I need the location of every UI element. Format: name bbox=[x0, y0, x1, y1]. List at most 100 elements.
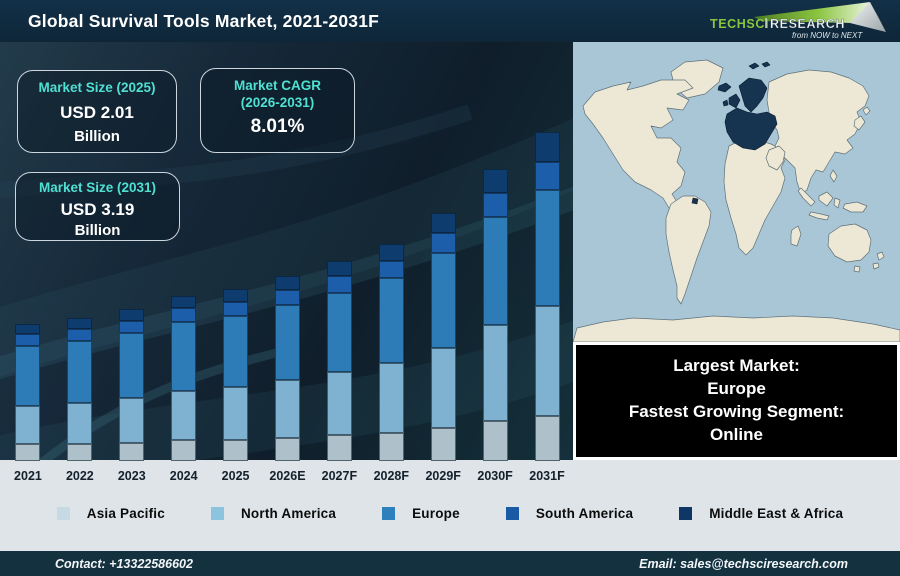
stacked-bar-2024 bbox=[171, 296, 197, 461]
stat-value: USD 3.19 bbox=[60, 199, 135, 219]
stat-value: 8.01% bbox=[250, 115, 305, 137]
legend-label: South America bbox=[535, 505, 634, 521]
bar-segment-europe bbox=[171, 321, 197, 392]
legend-item-south-america: South America bbox=[505, 505, 634, 521]
svg-text:TECHSCI: TECHSCI bbox=[710, 17, 769, 31]
bar-column: 2028F bbox=[365, 42, 417, 488]
year-label: 2024 bbox=[169, 469, 198, 483]
stat-box-market-size-2025: Market Size (2025) USD 2.01 Billion bbox=[17, 70, 177, 153]
stat-unit: Billion bbox=[74, 221, 121, 239]
chart-legend: Asia Pacific North America Europe South Ame… bbox=[0, 498, 900, 528]
legend-swatch-icon bbox=[505, 506, 519, 520]
bar-segment-south-america bbox=[274, 289, 300, 305]
bar-column: 2030F bbox=[469, 42, 521, 488]
bar-segment-europe bbox=[274, 304, 300, 380]
contact-email: Email: sales@techsciresearch.com bbox=[639, 556, 848, 571]
year-label: 2030F bbox=[477, 469, 513, 483]
stat-label: Market Size (2025) bbox=[38, 80, 156, 95]
bar-column: 2027F bbox=[313, 42, 365, 488]
legend-swatch-icon bbox=[382, 506, 396, 520]
year-label: 2027F bbox=[321, 469, 358, 483]
bar-segment-asia-pacific bbox=[274, 437, 300, 461]
bar-column: 2029F bbox=[417, 42, 469, 488]
year-label: 2028F bbox=[373, 469, 410, 483]
bar-segment-north-america bbox=[326, 372, 352, 436]
bar-segment-middle-east-africa bbox=[326, 261, 352, 277]
bar-segment-south-america bbox=[430, 232, 456, 253]
bar-segment-asia-pacific bbox=[482, 421, 508, 461]
bar-segment-south-america bbox=[15, 334, 41, 346]
footer-bar: Contact: +13322586602 Email: sales@techs… bbox=[0, 551, 900, 576]
bar-segment-asia-pacific bbox=[430, 428, 456, 461]
legend-swatch-icon bbox=[210, 506, 224, 520]
legend-item-north-america: North America bbox=[210, 505, 337, 521]
svg-text:RESEARCH: RESEARCH bbox=[770, 17, 845, 31]
bar-segment-europe bbox=[67, 341, 93, 403]
bar-segment-europe bbox=[482, 216, 508, 326]
bar-segment-middle-east-africa bbox=[274, 276, 300, 290]
year-label: 2031F bbox=[529, 469, 565, 483]
stacked-bar-2023 bbox=[119, 309, 145, 461]
bar-segment-europe bbox=[378, 278, 404, 364]
stacked-bar-2031F bbox=[534, 132, 560, 461]
stat-value: USD 2.01 bbox=[60, 102, 134, 122]
year-label: 2022 bbox=[65, 469, 94, 483]
bar-segment-south-america bbox=[378, 261, 404, 279]
bar-segment-middle-east-africa bbox=[430, 213, 456, 233]
bar-column: 2021 bbox=[2, 42, 54, 488]
bar-segment-asia-pacific bbox=[15, 444, 41, 461]
bar-segment-europe bbox=[326, 292, 352, 373]
bar-segment-north-america bbox=[67, 402, 93, 444]
legend-swatch-icon bbox=[679, 506, 693, 520]
stat-unit: Billion bbox=[74, 127, 120, 145]
stat-label-line2: (2026-2031) bbox=[240, 94, 315, 110]
legend-item-asia-pacific: Asia Pacific bbox=[56, 505, 165, 521]
world-map-svg bbox=[572, 42, 900, 343]
year-label: 2026E bbox=[269, 469, 306, 483]
stacked-bar-2028F bbox=[378, 244, 404, 461]
year-label: 2029F bbox=[425, 469, 461, 483]
bar-column: 2025 bbox=[210, 42, 262, 488]
bottom-band bbox=[0, 460, 900, 551]
stacked-bar-2021 bbox=[15, 324, 41, 461]
legend-item-middle-east-africa: Middle East & Africa bbox=[679, 506, 843, 521]
bar-segment-south-america bbox=[482, 192, 508, 217]
bar-segment-europe bbox=[15, 345, 41, 406]
bar-segment-north-america bbox=[534, 306, 560, 416]
bar-segment-north-america bbox=[223, 386, 249, 440]
year-label: 2023 bbox=[117, 469, 146, 483]
bar-segment-south-america bbox=[223, 301, 249, 316]
bar-segment-middle-east-africa bbox=[534, 132, 560, 162]
stat-label: Market Size (2031) bbox=[38, 180, 157, 195]
bar-segment-asia-pacific bbox=[534, 415, 560, 461]
stacked-bar-2027F bbox=[326, 261, 352, 461]
world-map bbox=[572, 42, 900, 343]
bar-segment-europe bbox=[119, 333, 145, 398]
title-bar: Global Survival Tools Market, 2021-2031F… bbox=[0, 0, 900, 42]
bar-segment-asia-pacific bbox=[378, 432, 404, 461]
bar-segment-south-america bbox=[171, 308, 197, 322]
legend-label: Europe bbox=[412, 505, 460, 521]
bar-segment-asia-pacific bbox=[223, 439, 249, 461]
year-label: 2025 bbox=[221, 469, 250, 483]
legend-label: Asia Pacific bbox=[86, 505, 165, 521]
bar-column: 2031F bbox=[521, 42, 573, 488]
bar-segment-north-america bbox=[430, 347, 456, 429]
bar-segment-north-america bbox=[15, 405, 41, 445]
bar-segment-asia-pacific bbox=[67, 443, 93, 461]
stacked-bar-2030F bbox=[482, 169, 508, 461]
bar-segment-north-america bbox=[482, 325, 508, 422]
bar-segment-europe bbox=[430, 252, 456, 348]
legend-label: North America bbox=[240, 505, 337, 521]
largest-market-label: Largest Market: bbox=[673, 356, 800, 376]
stacked-bar-2026E bbox=[274, 276, 300, 461]
stacked-bar-2029F bbox=[430, 213, 456, 461]
stacked-bar-chart: 2021 2022 2023 2024 2025 2026E 2027F 2028F 2029F… bbox=[2, 42, 573, 488]
legend-item-europe: Europe bbox=[382, 506, 460, 521]
bar-segment-north-america bbox=[274, 379, 300, 438]
legend-swatch-icon bbox=[56, 506, 70, 520]
bar-segment-middle-east-africa bbox=[171, 296, 197, 309]
stat-box-market-size-2031: Market Size (2031) USD 3.19 Billion bbox=[15, 172, 180, 241]
brand-logo: TECHSCI RESEARCH from NOW to NEXT bbox=[702, 0, 894, 42]
